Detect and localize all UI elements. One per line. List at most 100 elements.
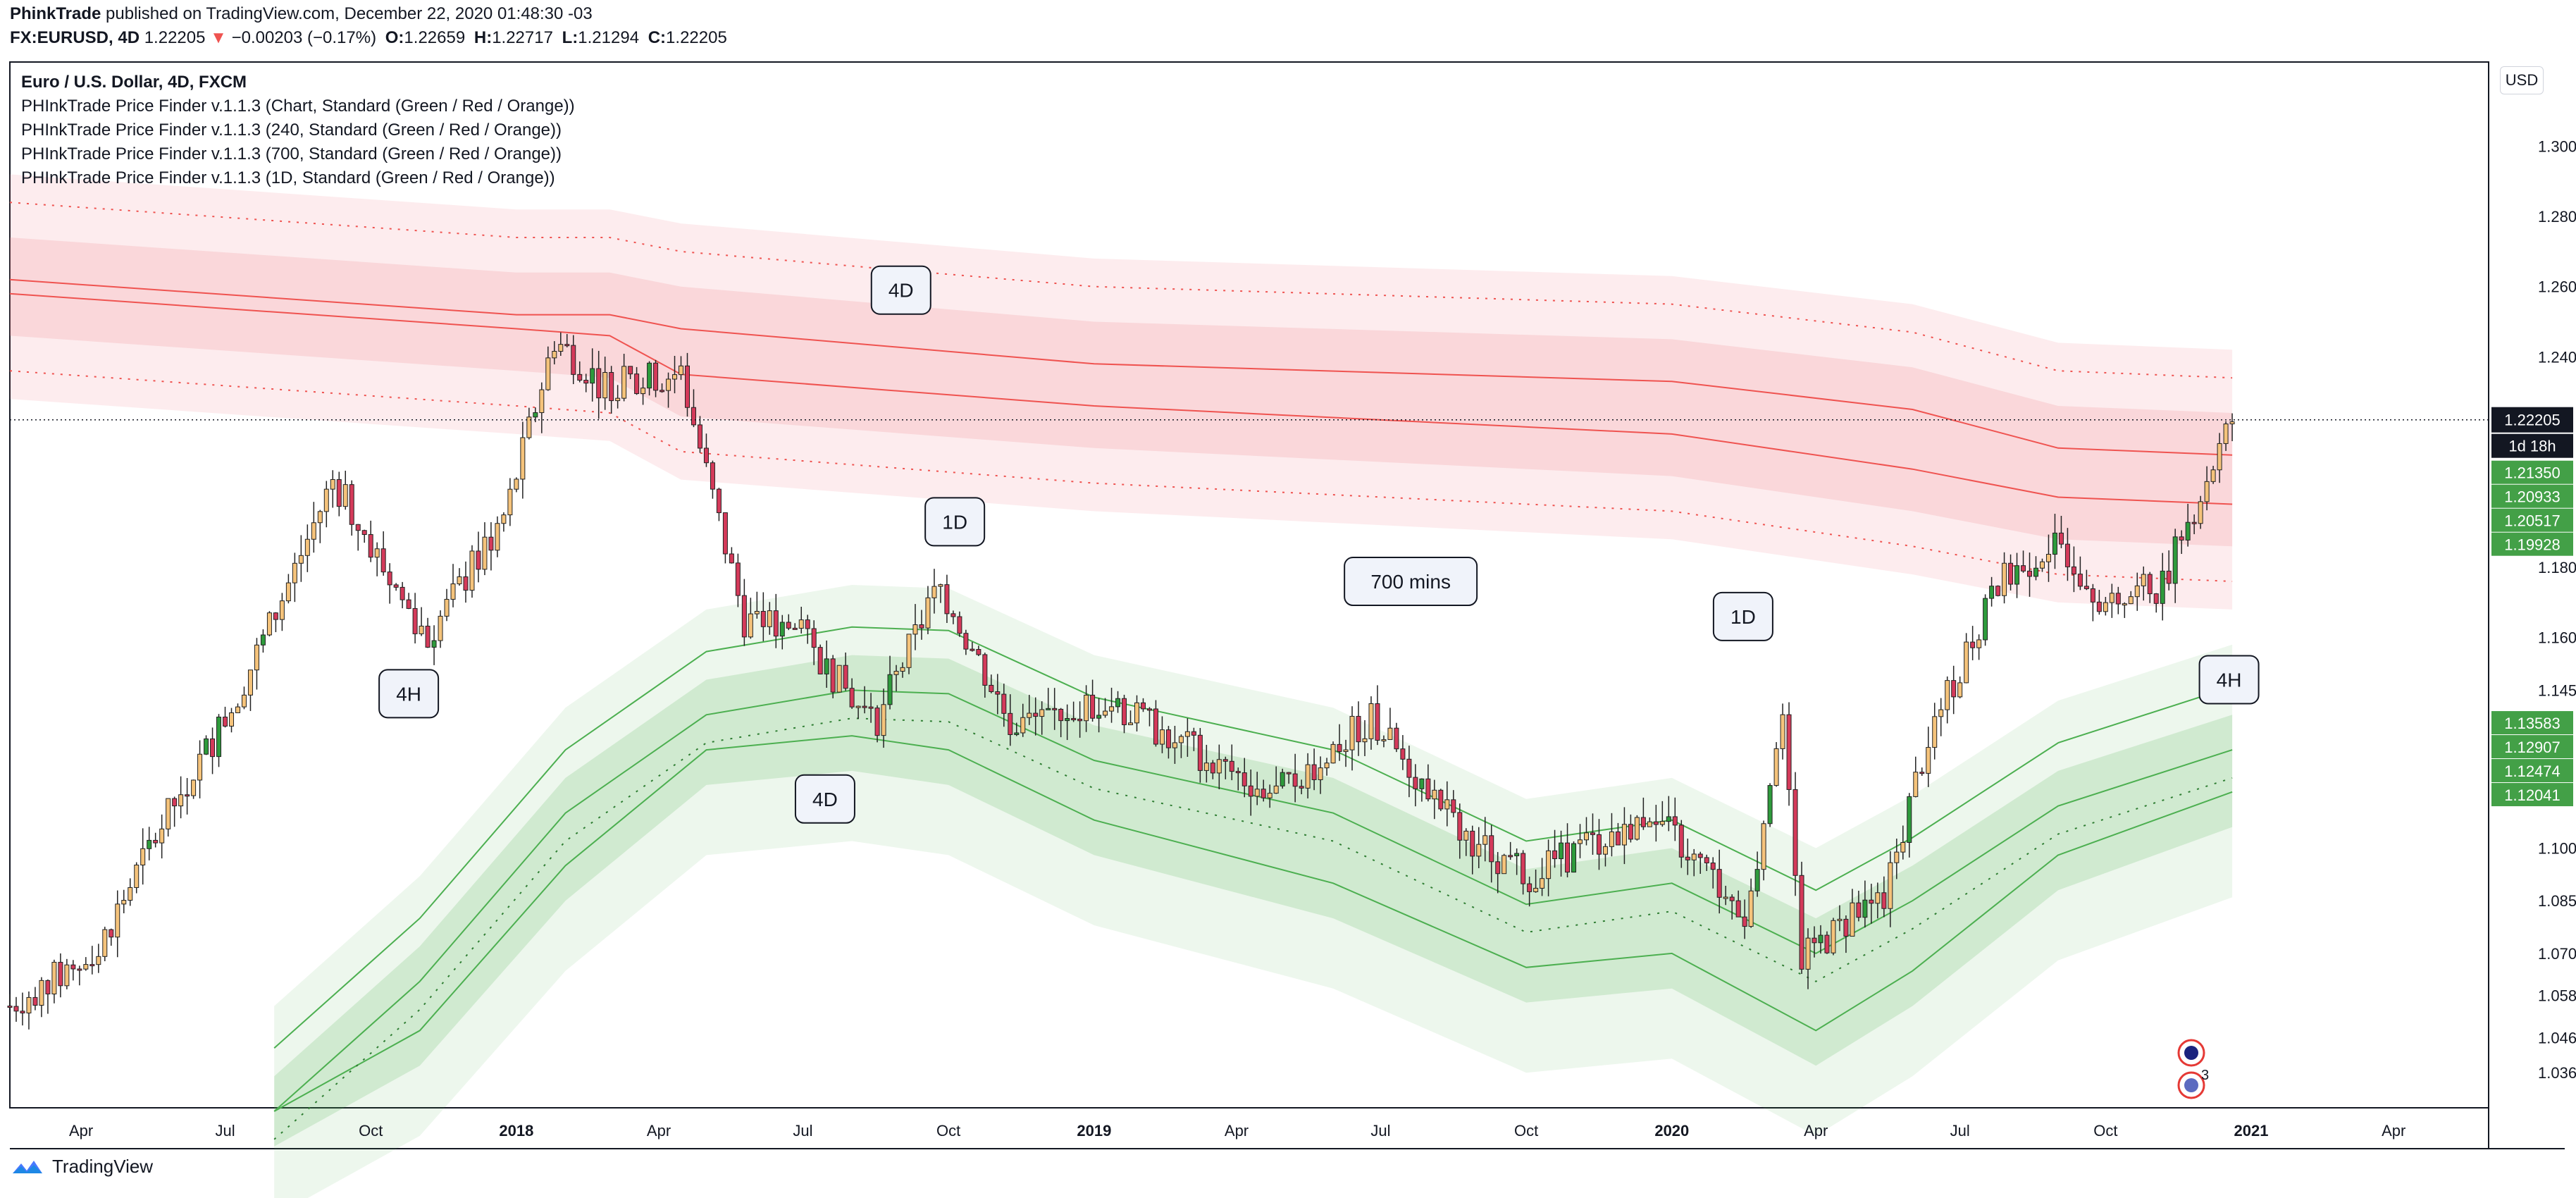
candle: [1970, 641, 1976, 648]
candle: [1552, 850, 1558, 860]
candle: [1216, 759, 1222, 774]
candle: [1628, 824, 1633, 840]
candle: [2198, 501, 2203, 524]
candle: [1843, 918, 1849, 937]
candle: [2058, 532, 2064, 545]
candle: [963, 633, 969, 650]
candle: [1134, 702, 1139, 724]
callout-label: 1D: [1730, 606, 1756, 628]
red-band-upper-line: [9, 278, 2233, 456]
candle: [191, 779, 197, 796]
candle: [1027, 712, 1032, 718]
green-band-fill: [274, 655, 2233, 1147]
current-price-label: 1.22205: [2504, 412, 2560, 429]
currency-button[interactable]: USD: [2500, 66, 2544, 94]
candle: [1919, 772, 1925, 774]
candle: [1678, 825, 1684, 858]
candle: [1033, 712, 1039, 717]
candle: [1451, 799, 1456, 813]
candle: [1729, 896, 1735, 901]
candle: [2027, 570, 2033, 577]
legend-indicator[interactable]: PHInkTrade Price Finder v.1.1.3 (240, St…: [21, 121, 562, 140]
candle: [51, 961, 57, 995]
indicator-price-label: 1.20933: [2504, 488, 2560, 506]
callout-bubble: 4D: [794, 774, 855, 824]
candle: [1096, 715, 1102, 719]
countdown-tag: [2491, 433, 2573, 458]
candle: [450, 583, 456, 600]
candle: [393, 584, 399, 588]
candle: [495, 523, 500, 551]
candle: [862, 705, 867, 708]
candle: [660, 390, 665, 393]
candle: [1615, 831, 1621, 846]
candle: [2115, 593, 2121, 605]
candle: [938, 584, 943, 587]
green-band-upper-line: [273, 689, 2233, 1112]
candle: [2052, 532, 2057, 555]
candle: [741, 595, 747, 638]
candle: [2217, 443, 2222, 471]
candle: [159, 828, 165, 844]
candle: [1432, 789, 1437, 800]
price-tick-label: 1.14500: [2538, 681, 2576, 699]
high-label: H:: [473, 28, 493, 47]
legend-indicator[interactable]: PHInkTrade Price Finder v.1.1.3 (1D, Sta…: [21, 168, 555, 187]
candle: [1926, 747, 1931, 774]
legend-indicator[interactable]: PHInkTrade Price Finder v.1.1.3 (Chart, …: [21, 97, 575, 116]
candle: [1559, 842, 1564, 860]
candle: [1653, 821, 1659, 825]
candle: [425, 625, 431, 648]
time-tick-label: 2018: [499, 1122, 533, 1140]
price-tick-label: 1.16000: [2538, 629, 2576, 647]
candle: [514, 478, 519, 490]
candle: [1932, 716, 1938, 748]
candle: [824, 658, 829, 674]
candle: [1710, 863, 1716, 870]
candle: [679, 365, 684, 376]
candle: [304, 538, 310, 556]
candle: [1305, 764, 1311, 789]
candle: [1540, 878, 1545, 889]
candle: [1299, 786, 1304, 789]
candle: [1951, 680, 1957, 698]
price-tick-label: 1.18000: [2538, 559, 2576, 576]
candle: [697, 424, 702, 449]
candle: [1058, 708, 1064, 722]
callout-box: [924, 497, 986, 547]
time-tick-label: Apr: [1225, 1122, 1249, 1140]
candle: [298, 555, 304, 564]
candle: [520, 437, 526, 480]
candle: [2229, 421, 2235, 425]
candle: [2083, 586, 2089, 589]
candle: [1292, 773, 1298, 787]
candle: [1349, 715, 1355, 751]
legend-title: Euro / U.S. Dollar, 4D, FXCM: [21, 73, 247, 92]
callout-box: [378, 669, 440, 719]
footer-brand[interactable]: TradingView: [10, 1156, 153, 1178]
candle: [241, 694, 247, 708]
candle: [1659, 821, 1665, 825]
candle: [1723, 896, 1728, 899]
indicator-price-tag: [2491, 735, 2573, 759]
candle: [2160, 570, 2165, 604]
candle: [2128, 596, 2134, 605]
candle: [2210, 469, 2216, 482]
candle: [1773, 748, 1779, 786]
legend-indicator[interactable]: PHInkTrade Price Finder v.1.1.3 (700, St…: [21, 144, 562, 163]
candle: [1584, 832, 1590, 841]
candle: [121, 900, 127, 905]
candle: [577, 373, 583, 381]
candle: [349, 484, 354, 525]
candle: [311, 522, 316, 540]
candle: [1957, 682, 1963, 698]
author-name[interactable]: PhinkTrade: [10, 4, 101, 23]
candle: [285, 582, 291, 602]
candle: [463, 576, 469, 591]
candle: [1387, 727, 1393, 740]
candle: [1602, 846, 1608, 855]
candle: [830, 658, 836, 693]
candle: [653, 362, 659, 391]
candle: [1071, 718, 1077, 721]
